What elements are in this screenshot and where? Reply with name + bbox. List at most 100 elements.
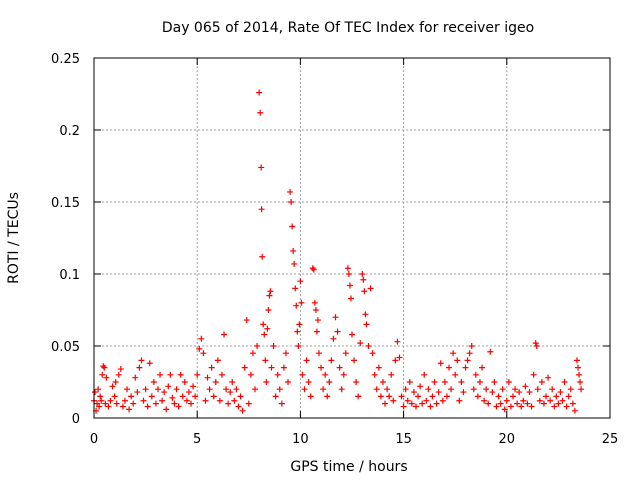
roti-data-point (361, 288, 368, 295)
roti-data-point (241, 364, 248, 371)
roti-data-point (268, 364, 275, 371)
roti-data-point (259, 253, 266, 260)
roti-data-point (310, 266, 317, 273)
roti-data-point (578, 386, 585, 393)
roti-data-point (503, 397, 510, 404)
roti-data-point (402, 386, 409, 393)
roti-data-point (394, 338, 401, 345)
roti-data-point (188, 400, 195, 407)
roti-data-point (324, 393, 331, 400)
y-tick-label: 0 (72, 412, 80, 427)
roti-data-point (557, 389, 564, 396)
roti-data-point (538, 379, 545, 385)
roti-data-point (338, 386, 345, 393)
chart-title: Day 065 of 2014, Rate Of TEC Index for r… (162, 20, 534, 36)
roti-data-point (121, 397, 128, 404)
roti-data-point (320, 386, 327, 393)
roti-data-point (565, 393, 572, 400)
roti-data-point (522, 383, 529, 390)
roti-data-point (499, 386, 506, 393)
roti-data-point (311, 299, 318, 306)
roti-data-point (353, 379, 360, 385)
roti-data-point (101, 364, 108, 371)
roti-data-point (262, 357, 269, 364)
roti-data-point (285, 379, 292, 385)
roti-data-point (290, 247, 297, 254)
roti-data-point (254, 343, 261, 349)
roti-data-point (260, 321, 267, 328)
roti-data-point (148, 393, 155, 400)
roti-data-point (216, 397, 223, 404)
roti-data-point (175, 403, 182, 410)
roti-data-point (540, 400, 547, 407)
roti-data-point (157, 371, 164, 378)
roti-data-point (336, 364, 343, 371)
roti-data-point (547, 397, 554, 404)
roti-data-point (229, 379, 236, 385)
roti-data-point (536, 397, 543, 404)
roti-data-point (533, 343, 540, 349)
roti-data-point (261, 331, 268, 338)
roti-data-point (223, 386, 230, 393)
roti-data-point (95, 386, 102, 393)
roti-data-point (103, 374, 110, 381)
roti-data-point (165, 383, 172, 390)
plot-border (93, 57, 611, 419)
roti-data-point (518, 403, 525, 410)
roti-data-point (507, 403, 514, 410)
roti-data-point (264, 325, 271, 332)
roti-data-point (295, 343, 302, 349)
roti-data-point (427, 403, 434, 410)
roti-data-point (509, 393, 516, 400)
roti-data-point (263, 379, 270, 385)
roti-data-point (363, 321, 370, 328)
roti-data-point (204, 374, 211, 381)
roti-data-point (412, 403, 419, 410)
roti-data-point (243, 317, 250, 324)
roti-data-point (167, 371, 174, 378)
roti-data-point (429, 393, 436, 400)
roti-data-point (425, 386, 432, 393)
roti-data-point (322, 371, 329, 378)
roti-data-point (190, 383, 197, 390)
roti-data-point (454, 357, 461, 364)
roti-data-point (345, 271, 352, 277)
roti-data-point (185, 389, 192, 396)
y-tick-label: 0.1 (59, 268, 80, 283)
axes-layer (93, 57, 611, 419)
roti-data-point (532, 340, 539, 347)
roti-data-point (288, 199, 295, 205)
roti-data-point (136, 364, 143, 371)
roti-data-point (293, 302, 300, 309)
roti-data-point (483, 386, 490, 393)
roti-data-point (278, 400, 285, 407)
roti-data-point (301, 386, 308, 393)
roti-data-point (265, 307, 272, 313)
roti-data-point (491, 379, 498, 385)
roti-data-point (575, 364, 582, 371)
roti-data-point (476, 379, 483, 385)
grid-layer (94, 58, 610, 418)
roti-data-point (225, 400, 232, 407)
roti-data-point (561, 379, 568, 385)
roti-data-point (371, 371, 378, 378)
roti-data-point (138, 357, 145, 364)
roti-data-point (530, 371, 537, 378)
roti-data-point (382, 400, 389, 407)
roti-data-point (479, 364, 486, 371)
roti-data-point (249, 350, 256, 357)
roti-data-point (318, 364, 325, 371)
roti-data-point (98, 397, 105, 404)
roti-data-point (276, 386, 283, 393)
roti-data-point (142, 386, 149, 393)
roti-data-point (134, 389, 141, 396)
roti-data-point (196, 345, 203, 352)
roti-data-point (177, 371, 184, 378)
roti-data-point (406, 379, 413, 385)
roti-data-point (534, 386, 541, 393)
roti-data-point (258, 164, 265, 171)
roti-data-point (355, 393, 362, 400)
x-tick-label: 0 (90, 432, 98, 447)
roti-data-point (256, 89, 263, 96)
